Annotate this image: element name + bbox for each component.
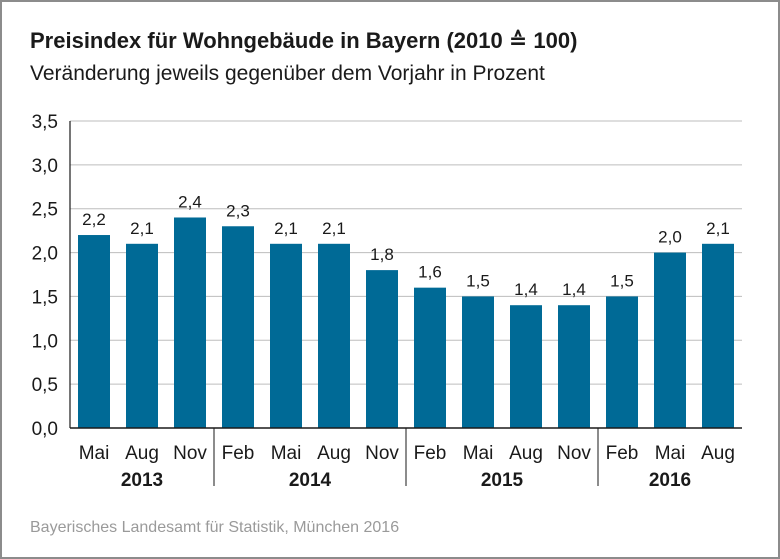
bar bbox=[126, 243, 158, 428]
value-label: 1,5 bbox=[610, 271, 634, 290]
y-tick-label: 1,5 bbox=[32, 287, 58, 308]
x-tick-label: Mai bbox=[79, 443, 110, 464]
value-label: 2,4 bbox=[178, 192, 202, 211]
value-label: 2,2 bbox=[82, 210, 106, 229]
bar bbox=[318, 243, 350, 428]
chart-subtitle: Veränderung jeweils gegenüber dem Vorjah… bbox=[30, 62, 545, 85]
year-group-label: 2014 bbox=[289, 470, 332, 491]
bar bbox=[366, 270, 398, 428]
value-label: 1,5 bbox=[466, 271, 490, 290]
value-label: 2,3 bbox=[226, 201, 250, 220]
value-label: 2,1 bbox=[706, 219, 730, 238]
x-tick-label: Feb bbox=[222, 443, 255, 464]
x-tick-label: Aug bbox=[125, 443, 159, 464]
y-tick-label: 0,0 bbox=[32, 419, 58, 440]
bar bbox=[702, 243, 734, 428]
bar bbox=[78, 235, 110, 428]
x-tick-label: Feb bbox=[606, 443, 639, 464]
bar bbox=[462, 296, 494, 428]
y-tick-label: 1,0 bbox=[32, 331, 58, 352]
bar bbox=[606, 296, 638, 428]
x-tick-label: Nov bbox=[557, 443, 591, 464]
x-tick-label: Mai bbox=[655, 443, 686, 464]
x-tick-label: Feb bbox=[414, 443, 447, 464]
x-tick-label: Aug bbox=[509, 443, 543, 464]
value-label: 2,1 bbox=[322, 219, 346, 238]
year-group-label: 2015 bbox=[481, 470, 524, 491]
value-label: 1,6 bbox=[418, 263, 442, 282]
y-tick-label: 3,0 bbox=[32, 156, 58, 177]
bar bbox=[174, 217, 206, 428]
value-label: 2,1 bbox=[274, 219, 298, 238]
chart-title: Preisindex für Wohngebäude in Bayern (20… bbox=[30, 28, 578, 53]
y-tick-label: 2,0 bbox=[32, 244, 58, 265]
bar bbox=[414, 287, 446, 428]
x-tick-label: Nov bbox=[173, 443, 207, 464]
bar bbox=[510, 305, 542, 428]
bar bbox=[654, 252, 686, 428]
y-tick-label: 3,5 bbox=[32, 112, 58, 133]
y-tick-label: 2,5 bbox=[32, 200, 58, 221]
y-tick-label: 0,5 bbox=[32, 375, 58, 396]
value-label: 1,4 bbox=[562, 280, 586, 299]
source-note: Bayerisches Landesamt für Statistik, Mün… bbox=[30, 519, 400, 536]
value-label: 2,0 bbox=[658, 228, 682, 247]
value-label: 2,1 bbox=[130, 219, 154, 238]
x-tick-label: Mai bbox=[271, 443, 302, 464]
year-group-label: 2016 bbox=[649, 470, 691, 491]
year-group-label: 2013 bbox=[121, 470, 163, 491]
x-tick-label: Nov bbox=[365, 443, 399, 464]
bar bbox=[270, 243, 302, 428]
x-tick-label: Mai bbox=[463, 443, 494, 464]
value-label: 1,4 bbox=[514, 280, 538, 299]
x-tick-label: Aug bbox=[701, 443, 735, 464]
x-tick-label: Aug bbox=[317, 443, 351, 464]
bar bbox=[222, 226, 254, 428]
bar bbox=[558, 305, 590, 428]
value-label: 1,8 bbox=[370, 245, 394, 264]
